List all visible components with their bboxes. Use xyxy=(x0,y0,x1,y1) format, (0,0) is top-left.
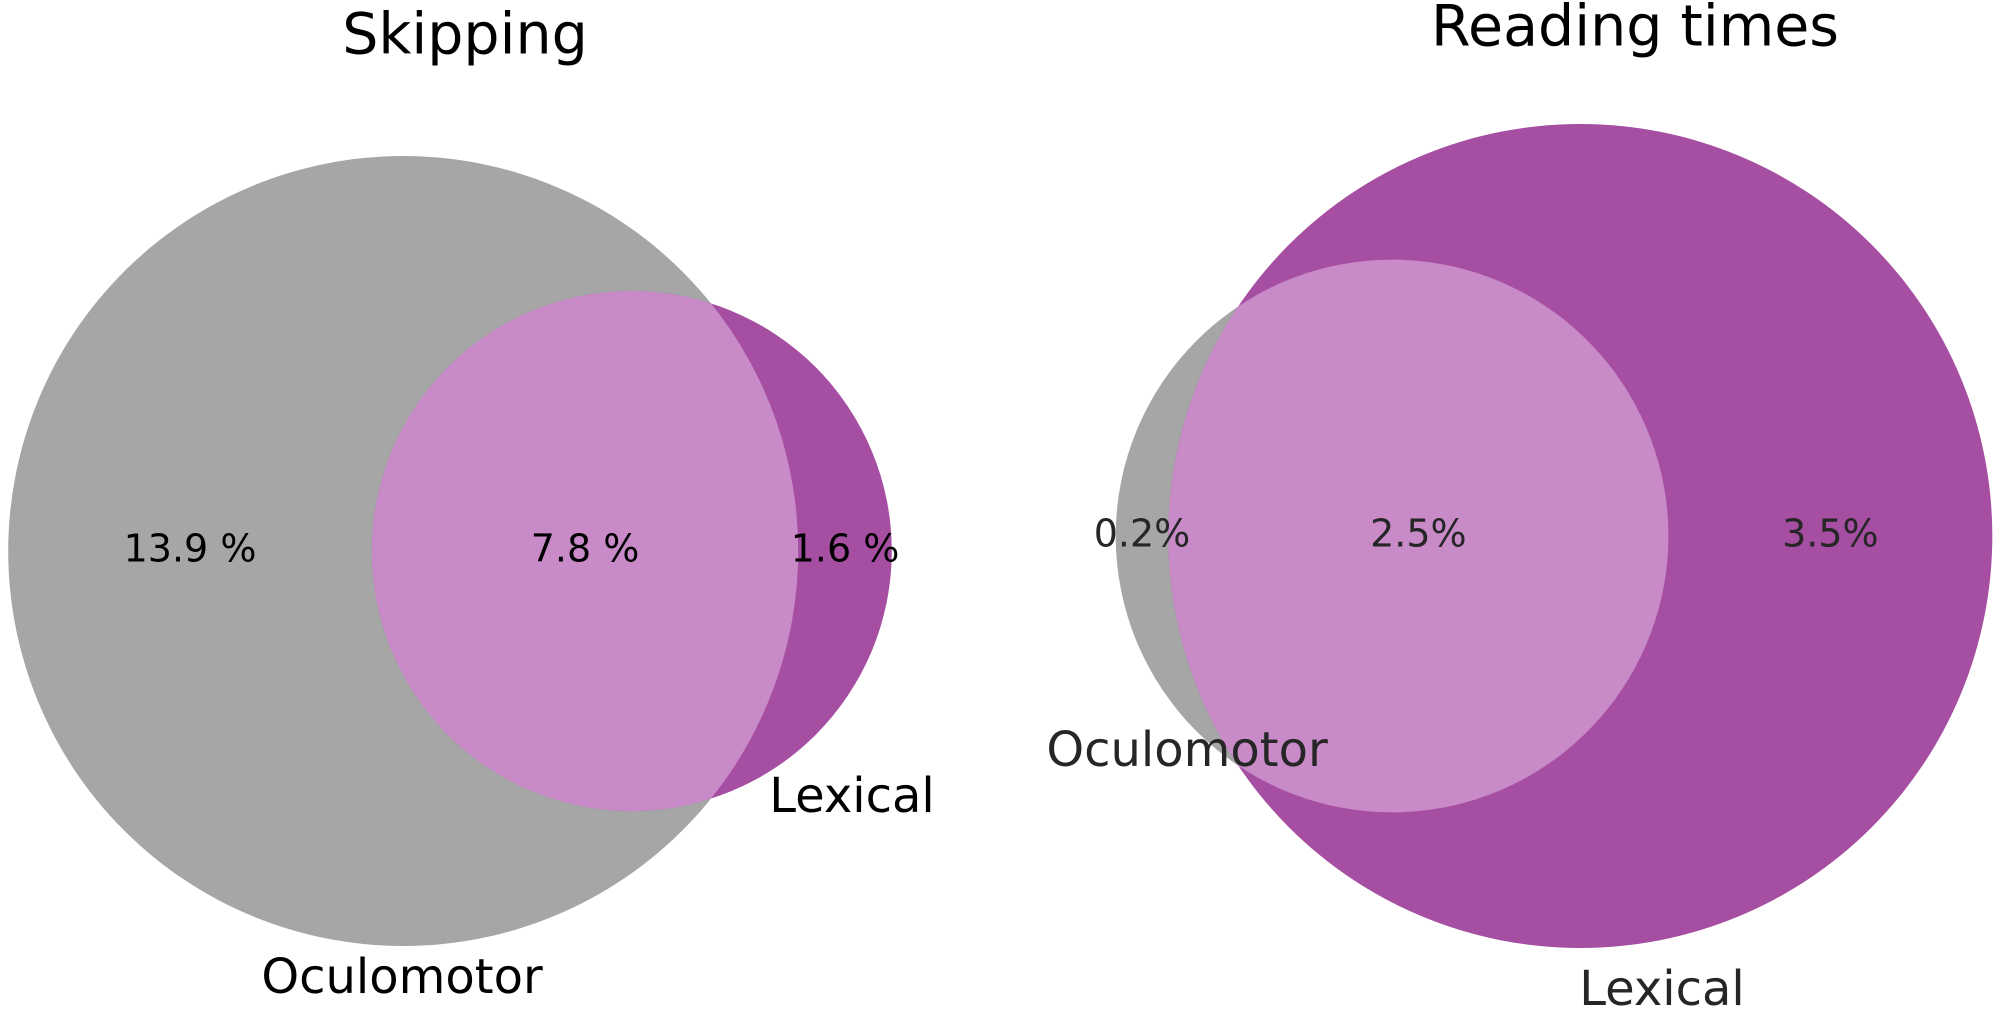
set-label: Lexical xyxy=(1579,961,1744,1017)
region-label: 2.5% xyxy=(1370,512,1467,556)
region-label: 7.8 % xyxy=(531,527,640,571)
region-label: 13.9 % xyxy=(124,527,257,571)
overlap-region xyxy=(371,291,799,811)
chart-title: Reading times xyxy=(1431,0,1839,60)
chart-title: Skipping xyxy=(342,2,588,68)
set-label: Oculomotor xyxy=(1046,722,1328,778)
set-label: Lexical xyxy=(769,768,934,824)
region-label: 3.5% xyxy=(1782,512,1879,556)
set-label: Oculomotor xyxy=(261,949,543,1005)
region-label: 0.2% xyxy=(1094,512,1191,556)
overlap-region xyxy=(1168,259,1669,813)
region-label: 1.6 % xyxy=(791,527,900,571)
